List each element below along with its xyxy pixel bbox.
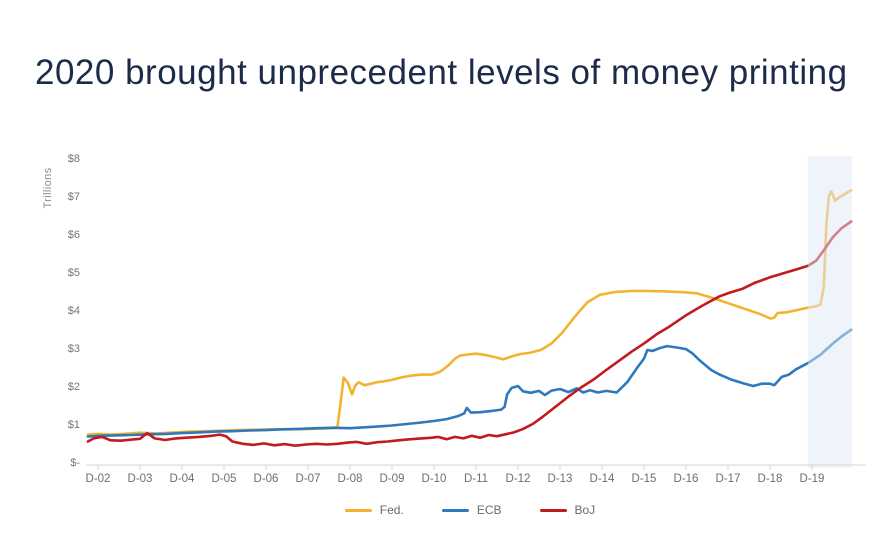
series-line-fed: [86, 189, 853, 436]
y-tick-label: $7: [68, 191, 80, 203]
y-tick-label: $4: [68, 305, 80, 317]
y-tick-label: $6: [68, 229, 80, 241]
legend-label-boj: BoJ: [574, 503, 596, 517]
x-tick-label: D-13: [548, 473, 573, 485]
x-tick-label: D-07: [296, 473, 321, 485]
x-tick-label: D-15: [632, 473, 657, 485]
ecb-line-swatch: [441, 508, 469, 512]
x-tick-label: D-12: [506, 473, 531, 485]
y-tick-label: $5: [68, 267, 80, 279]
x-tick-label: D-05: [212, 473, 237, 485]
x-tick-label: D-08: [338, 473, 363, 485]
series-line-ecb: [86, 328, 853, 438]
x-tick-label: D-19: [800, 473, 825, 485]
legend-item-ecb: ECB: [441, 503, 502, 517]
x-tick-label: D-02: [86, 473, 111, 485]
fed-line-swatch: [344, 508, 372, 512]
y-tick-label: $2: [68, 381, 80, 393]
x-tick-label: D-17: [716, 473, 741, 485]
boj-line-swatch: [539, 508, 567, 512]
x-tick-label: D-16: [674, 473, 699, 485]
x-tick-label: D-11: [464, 473, 488, 485]
highlight-band-2020: [807, 156, 852, 468]
x-tick-label: D-09: [380, 473, 405, 485]
legend-item-fed: Fed.: [344, 503, 404, 517]
legend-item-boj: BoJ: [539, 503, 596, 517]
legend-label-ecb: ECB: [476, 503, 502, 517]
x-tick-label: D-06: [254, 473, 279, 485]
legend-label-fed: Fed.: [379, 503, 404, 517]
x-tick-label: D-04: [170, 473, 196, 485]
series-line-boj: [86, 220, 853, 448]
y-tick-label: $1: [68, 419, 80, 431]
page-title: 2020 brought unprecedent levels of money…: [35, 53, 848, 93]
x-tick-label: D-03: [128, 473, 153, 485]
y-tick-label: $3: [68, 343, 80, 355]
y-tick-label: $-: [70, 457, 80, 469]
y-tick-label: $8: [68, 153, 80, 165]
x-tick-label: D-10: [422, 473, 447, 485]
x-tick-label: D-14: [590, 473, 616, 485]
x-tick-label: D-18: [758, 473, 783, 485]
chart-legend: Fed. ECB BoJ: [88, 503, 852, 517]
